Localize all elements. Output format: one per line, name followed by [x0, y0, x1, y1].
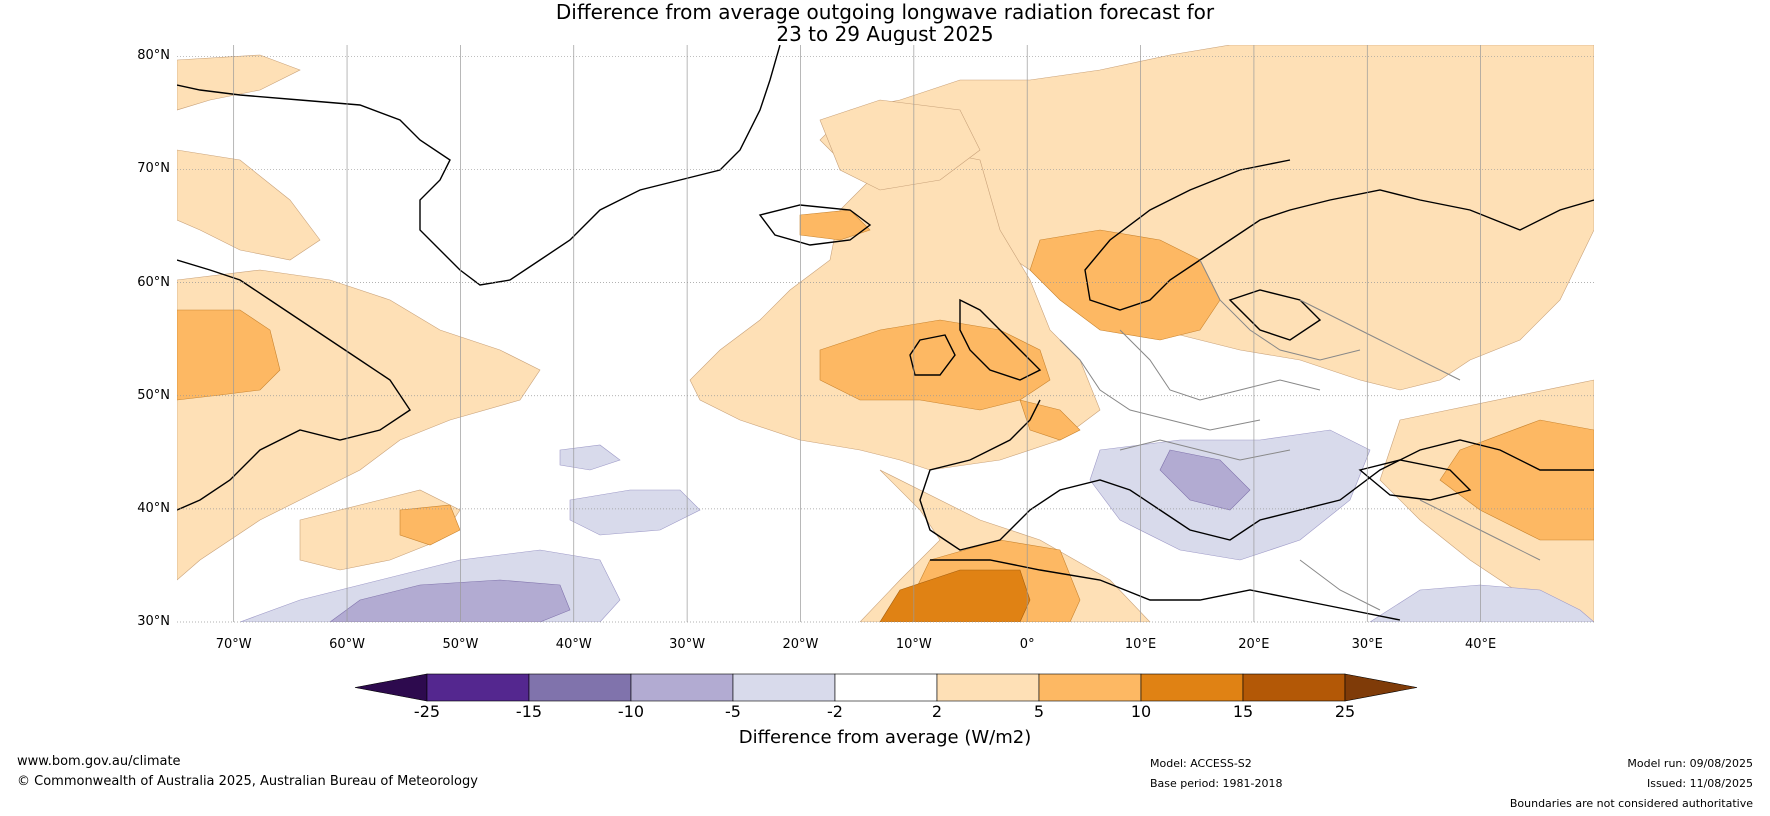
anomaly-region-north-atlantic: [819, 99, 981, 191]
coastline-africa: [930, 559, 1401, 621]
longitude-label: 10°W: [895, 637, 932, 652]
longitude-label: 0°: [1019, 637, 1035, 652]
anomaly-region-mid-atlantic: [569, 489, 701, 536]
colorbar-tick-label: 15: [1232, 702, 1254, 721]
colorbar-tick-label: 10: [1130, 702, 1152, 721]
colorbar-bin: [354, 673, 428, 702]
longitude-label: 70°W: [215, 637, 252, 652]
colorbar-tick-label: 25: [1334, 702, 1356, 721]
longitude-label: 30°W: [669, 637, 706, 652]
colorbar-bin: [528, 673, 632, 702]
latitude-label: 60°N: [137, 274, 170, 290]
latitude-label: 70°N: [137, 161, 170, 177]
anomaly-region-iceland: [799, 209, 871, 241]
colorbar-title: Difference from average (W/m2): [738, 727, 1032, 748]
anomaly-region-azores: [559, 444, 621, 471]
colorbar-tick-label: 5: [1033, 702, 1045, 721]
longitude-label: 20°W: [782, 637, 819, 652]
anomaly-fields: [177, 45, 1594, 622]
anomaly-region-caspian: [1439, 419, 1594, 541]
colorbar-tick-label: -10: [617, 702, 645, 721]
colorbar-bin: [1038, 673, 1142, 702]
colorbar-bin: [1140, 673, 1244, 702]
colorbar-tick-label: -15: [515, 702, 543, 721]
footer-base-period: Base period: 1981-2018: [1150, 777, 1283, 790]
longitude-label: 50°W: [442, 637, 479, 652]
colorbar-bin: [834, 673, 938, 702]
footer-issued: Issued: 11/08/2025: [1646, 777, 1753, 790]
coastline-greenland: [177, 45, 781, 286]
longitude-label: 40°E: [1464, 637, 1497, 652]
anomaly-region-east-africa: [1369, 584, 1594, 622]
latitude-label: 30°N: [137, 614, 170, 629]
anomaly-region-labrador: [177, 149, 321, 261]
longitude-label: 20°E: [1238, 637, 1270, 652]
footer-disclaimer: Boundaries are not considered authoritat…: [1509, 797, 1753, 810]
colorbar-bin: [1344, 673, 1418, 702]
footer-model: Model: ACCESS-S2: [1150, 757, 1252, 770]
colorbar-bin: [1242, 673, 1346, 702]
colorbar-tick-label: -25: [413, 702, 441, 721]
longitude-label: 40°W: [555, 637, 592, 652]
colorbar-tick-label: 2: [931, 702, 943, 721]
graticule: [177, 45, 1594, 623]
coastline-britain: [959, 298, 1042, 381]
latitude-label: 40°N: [137, 500, 170, 516]
anomaly-region-italy: [1159, 449, 1251, 511]
anomaly-region-hudson: [177, 309, 281, 401]
coastline-iceland: [758, 204, 872, 246]
latitude-label: 50°N: [137, 387, 170, 403]
colorbar-tick-label: -5: [725, 702, 741, 721]
coastline-canada: [177, 259, 411, 511]
anomaly-region-scandinavia: [1029, 229, 1221, 341]
footer-model-run: Model run: 09/08/2025: [1627, 757, 1753, 770]
chart-title-line2: 23 to 29 August 2025: [776, 22, 994, 46]
anomaly-region-subtropical-atl: [399, 504, 461, 546]
longitude-label: 60°W: [329, 637, 365, 652]
colorbar-bin: [630, 673, 734, 702]
footer-website: www.bom.gov.au/climate: [17, 754, 181, 769]
colorbar-tick-label: -2: [827, 702, 843, 721]
coastline-baltic: [1228, 289, 1322, 341]
anomaly-region-sahara: [879, 569, 1031, 622]
longitude-label: 30°E: [1351, 637, 1383, 652]
anomaly-region-uk-ireland: [819, 319, 1051, 411]
anomaly-region-subtropical-purple: [329, 579, 571, 622]
footer-copyright: © Commonwealth of Australia 2025, Austra…: [17, 774, 478, 789]
chart-title-line1: Difference from average outgoing longwav…: [555, 0, 1215, 24]
country-borders: [1059, 259, 1541, 611]
coastline-black-sea: [1358, 459, 1472, 501]
coastline-ireland: [909, 334, 956, 376]
colorbar-bin: [426, 673, 530, 702]
latitude-label: 80°N: [137, 48, 170, 64]
colorbar-bin: [732, 673, 836, 702]
coastline-europe: [919, 399, 1594, 551]
colorbar-bin: [936, 673, 1040, 702]
anomaly-region-greenland-north: [177, 54, 301, 111]
longitude-label: 10°E: [1124, 637, 1157, 652]
